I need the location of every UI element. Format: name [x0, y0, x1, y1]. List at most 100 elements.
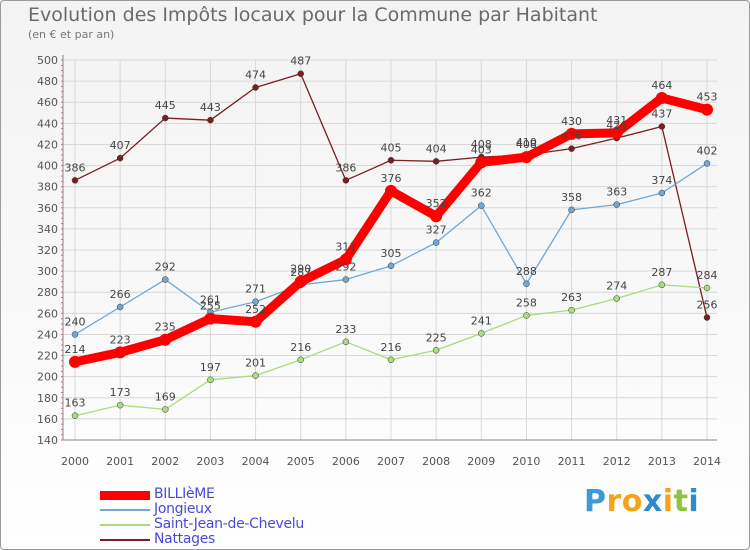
data-label: 311	[335, 241, 356, 254]
data-point	[703, 314, 711, 321]
series-jongieux	[71, 160, 711, 338]
data-point	[475, 156, 488, 169]
data-label: 173	[110, 386, 131, 399]
logo-letter: t	[673, 484, 689, 519]
data-label: 402	[697, 144, 718, 157]
y-tick-label: 480	[37, 75, 58, 88]
data-label: 376	[381, 172, 402, 185]
data-label: 261	[200, 293, 221, 306]
legend-item: BILLIèME	[100, 486, 420, 503]
data-point	[116, 401, 124, 409]
y-tick-label: 440	[37, 117, 58, 130]
data-point	[342, 276, 350, 283]
data-label: 327	[426, 224, 447, 237]
data-point	[385, 184, 397, 197]
data-point	[204, 312, 217, 325]
x-tick-label: 2013	[648, 455, 676, 468]
data-point	[252, 84, 259, 91]
data-label: 408	[471, 138, 492, 151]
data-point	[162, 406, 169, 413]
data-point	[703, 284, 711, 292]
data-label: 225	[426, 331, 447, 344]
y-tick-label: 340	[37, 223, 58, 236]
data-point	[478, 330, 485, 337]
y-tick-label: 160	[37, 413, 58, 426]
data-point	[207, 116, 214, 124]
data-point	[159, 333, 172, 346]
x-tick-label: 2005	[287, 455, 315, 468]
data-label: 487	[290, 55, 311, 68]
x-tick-label: 2006	[332, 455, 360, 468]
y-tick-label: 300	[37, 265, 58, 278]
data-label: 263	[561, 291, 582, 304]
data-point	[432, 158, 440, 165]
data-point	[523, 312, 530, 319]
data-label: 252	[245, 303, 266, 316]
data-label: 405	[381, 141, 402, 154]
legend-label: Jongieux	[154, 501, 212, 517]
data-label: 474	[245, 68, 266, 81]
data-label: 235	[155, 321, 176, 334]
data-label: 197	[200, 361, 221, 374]
logo-letter: i	[662, 484, 674, 519]
x-tick-label: 2007	[377, 455, 405, 468]
data-point	[478, 202, 485, 209]
data-label: 266	[110, 288, 131, 301]
chart-legend: BILLIèME Jongieux Saint-Jean-de-Chevelu Nat…	[100, 486, 420, 548]
data-point	[568, 145, 575, 152]
y-tick-label: 140	[37, 434, 58, 447]
data-point	[387, 356, 395, 364]
data-point	[701, 103, 713, 116]
data-point	[568, 206, 575, 214]
data-point	[432, 347, 440, 354]
data-point	[297, 70, 304, 77]
data-label: 271	[245, 283, 266, 296]
y-tick-label: 500	[37, 54, 58, 67]
data-point	[297, 356, 304, 364]
y-tick-label: 460	[37, 96, 58, 109]
x-tick-label: 2002	[151, 455, 179, 468]
logo-letter: P	[584, 484, 607, 519]
data-point	[114, 346, 127, 359]
y-tick-label: 180	[37, 392, 58, 405]
data-point	[69, 355, 81, 368]
data-point	[658, 189, 666, 197]
data-label: 292	[335, 261, 356, 274]
data-point	[252, 298, 259, 305]
data-label: 163	[65, 397, 86, 410]
data-label: 386	[335, 161, 356, 174]
data-point	[252, 372, 259, 379]
data-point	[71, 412, 79, 419]
data-label: 223	[110, 333, 131, 346]
x-tick-label: 2014	[693, 455, 721, 468]
data-point	[523, 280, 530, 288]
data-label: 430	[561, 115, 582, 128]
data-label: 416	[561, 130, 582, 143]
data-label: 274	[606, 280, 627, 293]
data-label: 410	[516, 136, 537, 149]
data-label: 362	[471, 187, 492, 200]
data-point	[339, 253, 352, 266]
x-tick-label: 2004	[242, 455, 270, 468]
chart-title: Evolution des Impôts locaux pour la Comm…	[28, 4, 598, 26]
x-tick-label: 2008	[422, 455, 450, 468]
data-label: 374	[651, 174, 672, 187]
y-tick-label: 200	[37, 371, 58, 384]
data-label: 363	[606, 186, 627, 199]
logo-letter: r	[606, 484, 622, 519]
series-saint-jean-de-chevelu	[71, 281, 711, 419]
data-label: 290	[290, 263, 311, 276]
data-point	[116, 154, 124, 162]
data-point	[71, 177, 79, 184]
data-label: 408	[516, 138, 537, 151]
data-point	[116, 303, 124, 311]
x-tick-label: 2010	[512, 455, 540, 468]
data-label: 352	[426, 197, 447, 210]
x-tick-label: 2011	[558, 455, 586, 468]
data-label: 386	[65, 161, 86, 174]
legend-label: Saint-Jean-de-Chevelu	[154, 516, 304, 532]
data-point	[432, 239, 440, 246]
legend-swatch	[100, 491, 150, 500]
data-label: 288	[516, 265, 537, 278]
